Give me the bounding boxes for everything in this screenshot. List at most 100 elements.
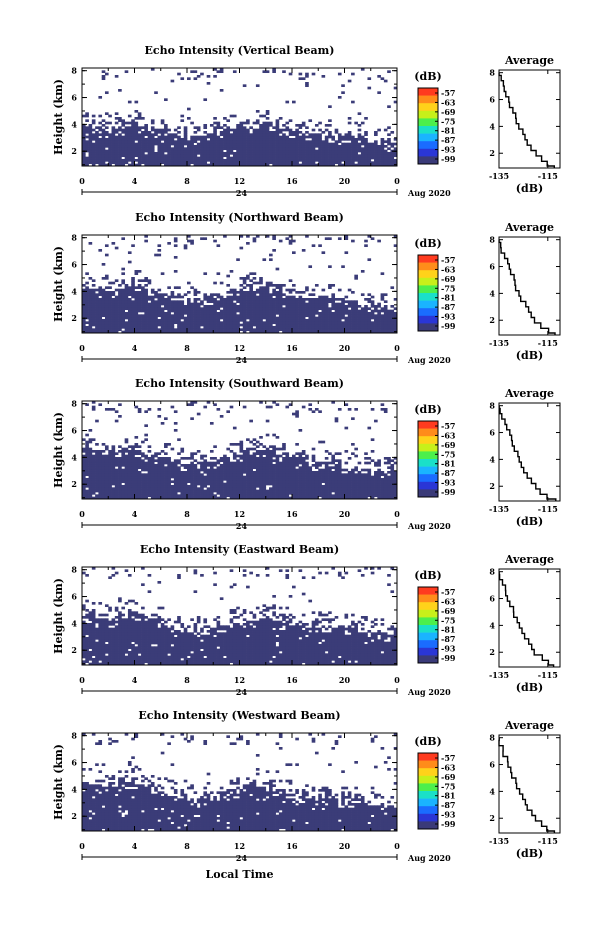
- echo-cell: [272, 433, 276, 437]
- echo-cell: [344, 316, 349, 320]
- echo-cell: [167, 307, 171, 311]
- echo-cell: [242, 461, 247, 465]
- echo-cell: [183, 475, 188, 479]
- echo-cell: [328, 124, 332, 127]
- echo-cell: [288, 128, 293, 132]
- echo-cell: [255, 149, 260, 153]
- echo-cell: [114, 492, 119, 495]
- echo-cell: [377, 326, 381, 329]
- echo-cell: [173, 161, 178, 165]
- echo-cell: [203, 405, 208, 409]
- echo-cell: [82, 466, 86, 470]
- echo-cell: [367, 235, 372, 238]
- echo-cell: [206, 300, 211, 304]
- echo-cell: [121, 291, 126, 294]
- echo-cell: [288, 466, 293, 470]
- echo-cell: [278, 485, 283, 488]
- echo-cell: [265, 323, 270, 327]
- echo-cell: [347, 326, 352, 329]
- echo-cell: [173, 492, 178, 495]
- echo-cell: [157, 415, 162, 418]
- echo-cell: [147, 445, 152, 449]
- echo-cell: [111, 445, 116, 449]
- echo-cell: [85, 126, 89, 130]
- echo-cell: [164, 140, 168, 144]
- echo-cell: [180, 487, 185, 491]
- echo-cell: [98, 452, 103, 456]
- echo-cell: [337, 159, 342, 162]
- echo-cell: [249, 457, 253, 460]
- echo-cell: [91, 457, 96, 460]
- echo-cell: [246, 298, 250, 301]
- echo-cell: [239, 133, 244, 137]
- echo-cell: [295, 410, 299, 414]
- echo-cell: [111, 298, 116, 301]
- echo-cell: [131, 152, 135, 155]
- echo-cell: [82, 328, 86, 332]
- echo-cell: [269, 298, 273, 301]
- echo-cell: [82, 319, 86, 322]
- echo-cell: [157, 154, 162, 158]
- echo-cell: [167, 321, 171, 325]
- echo-cell: [98, 328, 103, 332]
- echo-cell: [170, 489, 175, 493]
- echo-cell: [272, 445, 276, 449]
- echo-cell: [262, 475, 267, 479]
- echo-cell: [187, 475, 191, 479]
- echo-cell: [285, 468, 290, 472]
- echo-cell: [318, 121, 322, 125]
- echo-cell: [111, 314, 116, 318]
- echo-cell: [150, 314, 155, 318]
- echo-cell: [183, 152, 188, 155]
- echo-cell: [88, 492, 93, 495]
- echo-cell: [82, 309, 86, 313]
- echo-cell: [134, 436, 139, 439]
- echo-cell: [203, 459, 208, 463]
- echo-cell: [285, 147, 290, 151]
- echo-cell: [269, 293, 273, 297]
- echo-cell: [259, 323, 263, 327]
- echo-cell: [324, 142, 329, 146]
- echo-cell: [278, 154, 283, 158]
- echo-cell: [111, 156, 116, 160]
- echo-cell: [88, 478, 93, 481]
- echo-cell: [85, 131, 89, 134]
- echo-cell: [177, 485, 181, 488]
- echo-cell: [101, 330, 106, 334]
- echo-cell: [85, 128, 89, 132]
- echo-cell: [298, 314, 303, 318]
- echo-cell: [127, 152, 132, 155]
- echo-cell: [203, 154, 208, 158]
- echo-cell: [101, 485, 106, 488]
- echo-cell: [157, 494, 162, 498]
- echo-cell: [249, 480, 253, 484]
- echo-cell: [91, 284, 96, 287]
- echo-cell: [157, 142, 162, 146]
- colorbar-swatch: [418, 95, 438, 104]
- echo-cell: [331, 145, 336, 148]
- echo-cell: [252, 309, 257, 313]
- echo-cell: [104, 494, 109, 498]
- echo-cell: [255, 466, 260, 470]
- echo-cell: [190, 147, 194, 151]
- echo-cell: [154, 330, 158, 334]
- profile-y-tick-label: 8: [489, 68, 495, 78]
- echo-cell: [203, 316, 208, 320]
- echo-cell: [226, 274, 231, 278]
- echo-cell: [265, 305, 270, 308]
- echo-cell: [193, 319, 198, 322]
- echo-cell: [85, 307, 89, 311]
- echo-cell: [196, 152, 201, 155]
- echo-cell: [334, 152, 339, 155]
- echo-cell: [282, 284, 286, 287]
- echo-cell: [252, 142, 257, 146]
- echo-cell: [324, 461, 329, 465]
- echo-cell: [383, 161, 388, 165]
- echo-cell: [387, 138, 391, 141]
- echo-cell: [278, 138, 283, 141]
- echo-cell: [82, 326, 86, 329]
- echo-cell: [318, 485, 322, 488]
- echo-cell: [180, 142, 185, 146]
- echo-cell: [167, 457, 171, 460]
- echo-cell: [108, 114, 112, 118]
